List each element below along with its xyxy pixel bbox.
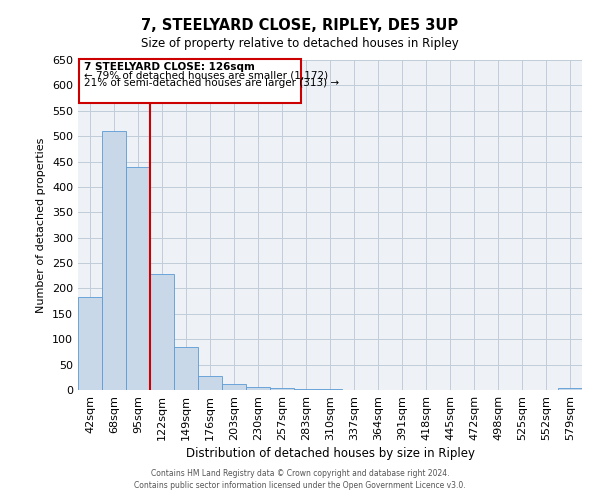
Y-axis label: Number of detached properties: Number of detached properties: [37, 138, 46, 312]
Bar: [174, 347, 198, 390]
Bar: [126, 166, 150, 390]
FancyBboxPatch shape: [79, 59, 301, 102]
Bar: [102, 131, 126, 390]
Text: Size of property relative to detached houses in Ripley: Size of property relative to detached ho…: [141, 38, 459, 51]
Text: Contains HM Land Registry data © Crown copyright and database right 2024.
Contai: Contains HM Land Registry data © Crown c…: [134, 468, 466, 490]
Text: ← 79% of detached houses are smaller (1,172): ← 79% of detached houses are smaller (1,…: [84, 70, 328, 80]
Bar: [558, 388, 582, 390]
Bar: [246, 388, 270, 390]
Text: 21% of semi-detached houses are larger (313) →: 21% of semi-detached houses are larger (…: [84, 78, 339, 88]
Bar: [222, 384, 246, 390]
X-axis label: Distribution of detached houses by size in Ripley: Distribution of detached houses by size …: [185, 447, 475, 460]
Bar: [270, 388, 294, 390]
Text: 7 STEELYARD CLOSE: 126sqm: 7 STEELYARD CLOSE: 126sqm: [84, 62, 255, 72]
Bar: [198, 376, 222, 390]
Text: 7, STEELYARD CLOSE, RIPLEY, DE5 3UP: 7, STEELYARD CLOSE, RIPLEY, DE5 3UP: [142, 18, 458, 32]
Bar: [150, 274, 174, 390]
Bar: [78, 297, 102, 390]
